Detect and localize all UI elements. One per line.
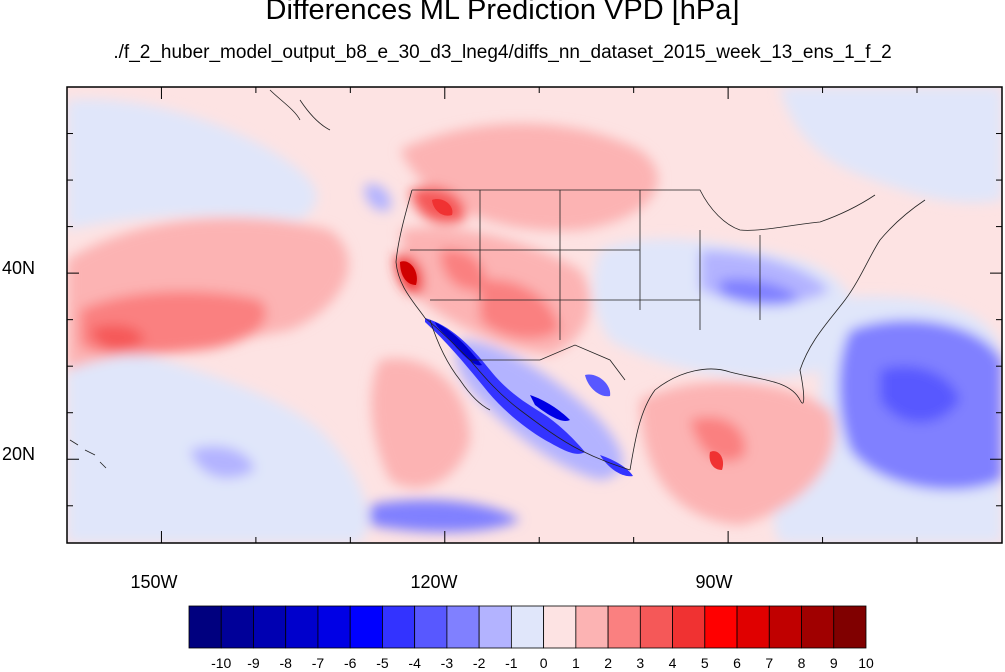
lat-label-20n: 20N (2, 444, 36, 464)
colorbar-swatch (188, 605, 222, 649)
colorbar-tick-label: 9 (829, 655, 838, 671)
colorbar-swatch (382, 605, 416, 649)
colorbar-tick-label: -5 (376, 655, 389, 671)
contour-field (67, 87, 1002, 543)
colorbar-tick-label: -9 (247, 655, 260, 671)
colorbar-tick-label: 5 (700, 655, 709, 671)
lon-label-120w: 120W (410, 572, 458, 592)
colorbar-tick-label: 10 (858, 655, 874, 671)
colorbar-swatch (704, 605, 738, 649)
colorbar-tick-label: -8 (279, 655, 292, 671)
colorbar-swatch (736, 605, 770, 649)
colorbar-swatch (349, 605, 383, 649)
colorbar-tick-label: -3 (440, 655, 454, 671)
colorbar-tick-label: -2 (472, 655, 486, 671)
colorbar-tick-label: 8 (797, 655, 806, 671)
colorbar-swatch (253, 605, 287, 649)
colorbar-swatch (833, 605, 867, 649)
colorbar-swatch (575, 605, 609, 649)
colorbar-swatch (285, 605, 319, 649)
colorbar-swatch (768, 605, 802, 649)
colorbar-tick-label: 7 (765, 655, 774, 671)
colorbar-tick-label: 2 (604, 655, 612, 671)
colorbar-tick-label: 4 (668, 655, 677, 671)
lat-label-40n: 40N (2, 258, 36, 278)
colorbar-tick-label: 0 (539, 655, 548, 671)
colorbar-swatch (672, 605, 706, 649)
colorbar-swatch (607, 605, 641, 649)
colorbar-tick-label: -10 (211, 655, 232, 671)
colorbar-swatch (220, 605, 254, 649)
colorbar-swatch (317, 605, 351, 649)
colorbar-tick-label: 3 (636, 655, 645, 671)
colorbar-tick-label: -4 (408, 655, 421, 671)
colorbar-swatch (801, 605, 835, 649)
colorbar-swatch (414, 605, 448, 649)
colorbar-tick-label: 6 (733, 655, 741, 671)
colorbar-tick-label: 1 (571, 655, 580, 671)
colorbar-swatch (639, 605, 673, 649)
map-title: Differences ML Prediction VPD [hPa] (265, 0, 740, 26)
colorbar-swatch (446, 605, 480, 649)
colorbar (188, 605, 867, 649)
colorbar-tick-label: -6 (343, 655, 357, 671)
colorbar-tick-label: -1 (505, 655, 518, 671)
colorbar-swatch (543, 605, 577, 649)
colorbar-tick-label: -7 (311, 655, 325, 671)
lon-label-90w: 90W (695, 572, 733, 592)
lon-label-150w: 150W (130, 572, 178, 592)
colorbar-swatch (510, 605, 545, 649)
map-subtitle: ./f_2_huber_model_output_b8_e_30_d3_lneg… (113, 42, 892, 63)
colorbar-swatch (478, 605, 512, 649)
